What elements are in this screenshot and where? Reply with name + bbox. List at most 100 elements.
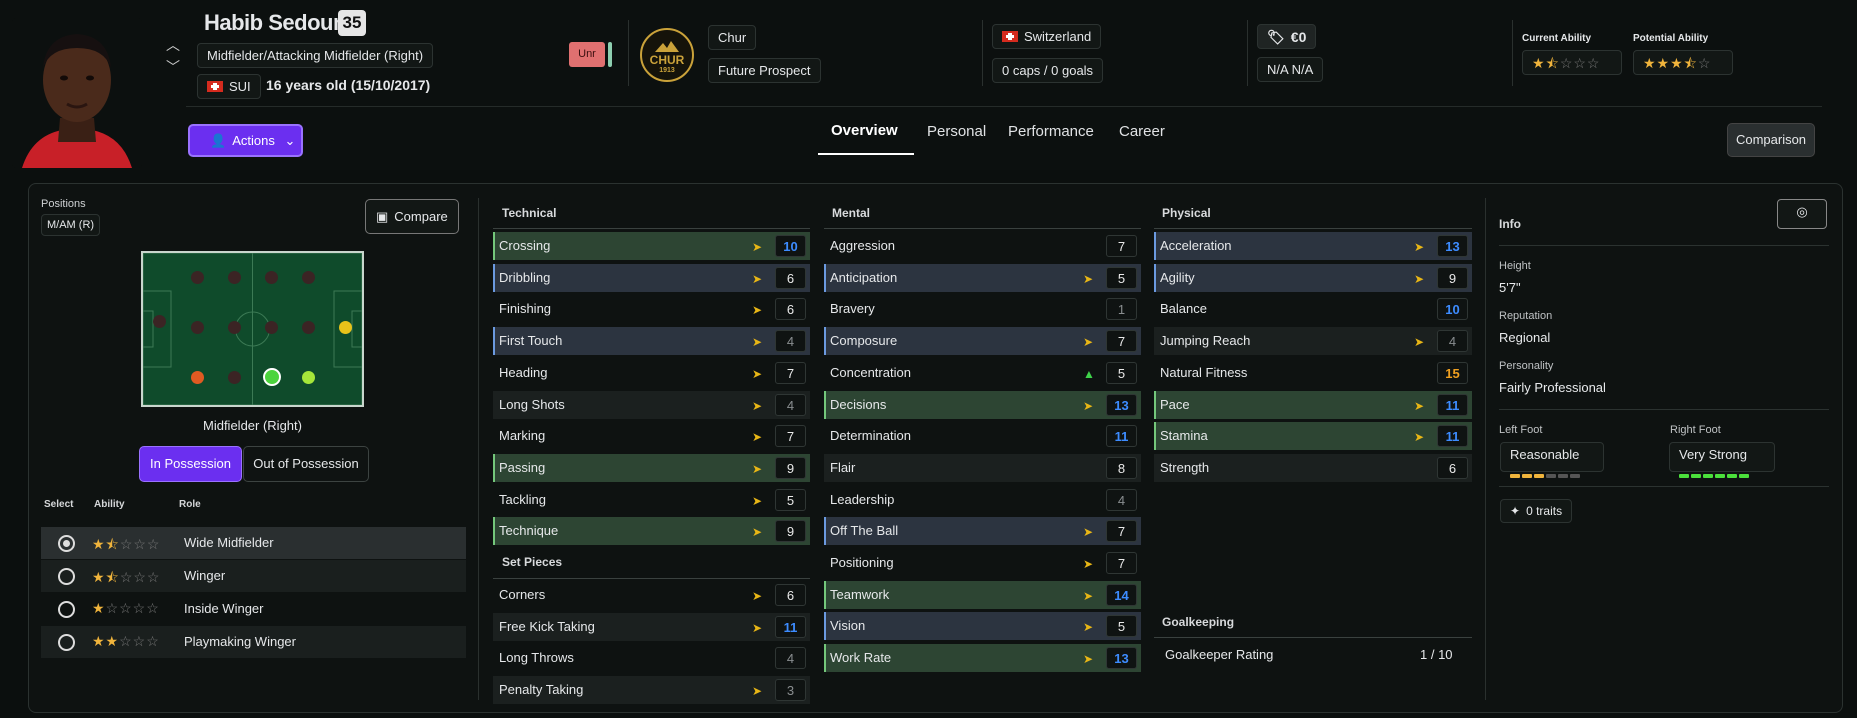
position-dot-accomplished[interactable] bbox=[339, 321, 352, 334]
attribute-row[interactable]: Corners ➤ 6 bbox=[493, 581, 810, 609]
personality-label: Personality bbox=[1499, 360, 1554, 372]
attribute-row[interactable]: Pace ➤ 11 bbox=[1154, 390, 1472, 419]
tab-performance[interactable]: Performance bbox=[1008, 123, 1094, 140]
attribute-row[interactable]: Free Kick Taking ➤ 11 bbox=[493, 612, 810, 641]
attribute-row[interactable]: Off The Ball ➤ 7 bbox=[824, 517, 1141, 546]
goalkeeper-rating-label: Goalkeeper Rating bbox=[1165, 647, 1274, 662]
player-profile-button[interactable]: ◎ bbox=[1777, 199, 1827, 229]
active-tab-indicator bbox=[818, 153, 914, 155]
role-row[interactable]: ★★☆☆☆ Playmaking Winger bbox=[41, 626, 466, 658]
trend-arrow-icon: ➤ bbox=[1083, 557, 1094, 571]
attribute-row[interactable]: Natural Fitness 15 bbox=[1154, 359, 1472, 387]
traits-button[interactable]: ✦ 0 traits bbox=[1500, 499, 1573, 523]
attribute-name: Long Throws bbox=[499, 650, 574, 666]
status-badge[interactable]: Unr bbox=[569, 42, 605, 67]
trend-arrow-icon: ➤ bbox=[1414, 271, 1425, 286]
position-dot[interactable] bbox=[302, 271, 315, 284]
attribute-row[interactable]: Long Throws 4 bbox=[493, 644, 810, 672]
attribute-row[interactable]: Bravery 1 bbox=[824, 295, 1141, 323]
attribute-row[interactable]: Dribbling ➤ 6 bbox=[493, 263, 810, 292]
height-value: 5'7" bbox=[1499, 280, 1521, 295]
attribute-row[interactable]: Anticipation ➤ 5 bbox=[824, 263, 1141, 292]
role-stars: ★⯪☆☆☆ bbox=[92, 536, 161, 552]
position-dot[interactable] bbox=[228, 271, 241, 284]
comparison-button[interactable]: Comparison bbox=[1727, 123, 1815, 157]
attribute-row[interactable]: Stamina ➤ 11 bbox=[1154, 422, 1472, 451]
attribute-row[interactable]: Long Shots ➤ 4 bbox=[493, 390, 810, 419]
attribute-row[interactable]: Teamwork ➤ 14 bbox=[824, 580, 1141, 609]
position-dot[interactable] bbox=[191, 271, 204, 284]
nationality-pill: SUI bbox=[197, 74, 261, 99]
role-row[interactable]: ★⯪☆☆☆ Wide Midfielder bbox=[41, 527, 466, 559]
position-dot[interactable] bbox=[228, 371, 241, 384]
attribute-row[interactable]: Strength 6 bbox=[1154, 453, 1472, 482]
attribute-name: Finishing bbox=[499, 301, 552, 317]
attribute-row[interactable]: Determination 11 bbox=[824, 422, 1141, 450]
nation-pill[interactable]: Switzerland bbox=[992, 24, 1102, 49]
position-dot-competent[interactable] bbox=[302, 371, 315, 384]
attribute-row[interactable]: Decisions ➤ 13 bbox=[824, 390, 1141, 419]
in-possession-button[interactable]: In Possession bbox=[139, 446, 242, 482]
attribute-row[interactable]: Passing ➤ 9 bbox=[493, 453, 810, 482]
chevron-up-icon[interactable]: ︿ bbox=[166, 37, 180, 53]
attribute-name: Stamina bbox=[1160, 428, 1208, 444]
position-dot[interactable] bbox=[302, 321, 315, 334]
actions-button[interactable]: 👤 Actions ⌄ bbox=[188, 124, 303, 157]
attribute-value: 4 bbox=[775, 647, 806, 670]
attribute-name: Vision bbox=[830, 618, 866, 634]
attribute-row[interactable]: Aggression 7 bbox=[824, 232, 1141, 260]
position-dot[interactable] bbox=[228, 321, 241, 334]
foot-level-segment bbox=[1534, 474, 1544, 478]
chevron-down-icon[interactable]: ﹀ bbox=[166, 59, 180, 75]
attribute-row[interactable]: Work Rate ➤ 13 bbox=[824, 644, 1141, 673]
divider bbox=[478, 198, 479, 700]
role-radio[interactable] bbox=[58, 634, 75, 651]
attribute-row[interactable]: Heading ➤ 7 bbox=[493, 359, 810, 387]
out-of-possession-button[interactable]: Out of Possession bbox=[243, 446, 369, 482]
role-radio[interactable] bbox=[58, 568, 75, 585]
price-tag-icon: 🏷 bbox=[1267, 29, 1285, 45]
position-pitch[interactable] bbox=[141, 251, 364, 407]
attribute-name: Off The Ball bbox=[830, 523, 899, 539]
trend-arrow-icon: ➤ bbox=[752, 589, 763, 603]
attribute-row[interactable]: Positioning ➤ 7 bbox=[824, 549, 1141, 577]
tab-personal[interactable]: Personal bbox=[927, 123, 987, 140]
attribute-row[interactable]: Crossing ➤ 10 bbox=[493, 232, 810, 260]
position-dot-selected[interactable] bbox=[263, 368, 281, 386]
attribute-row[interactable]: Penalty Taking ➤ 3 bbox=[493, 676, 810, 705]
attribute-row[interactable]: Acceleration ➤ 13 bbox=[1154, 232, 1472, 260]
position-dot[interactable] bbox=[191, 321, 204, 334]
attribute-row[interactable]: Composure ➤ 7 bbox=[824, 327, 1141, 356]
tab-overview[interactable]: Overview bbox=[831, 122, 898, 139]
attribute-row[interactable]: Tackling ➤ 5 bbox=[493, 486, 810, 514]
role-stars: ★☆☆☆☆ bbox=[92, 600, 160, 616]
attribute-row[interactable]: Jumping Reach ➤ 4 bbox=[1154, 327, 1472, 356]
role-radio[interactable] bbox=[58, 535, 75, 552]
attribute-row[interactable]: Finishing ➤ 6 bbox=[493, 295, 810, 323]
attribute-row[interactable]: Technique ➤ 9 bbox=[493, 517, 810, 546]
role-row[interactable]: ★☆☆☆☆ Inside Winger bbox=[41, 593, 466, 625]
attribute-row[interactable]: Marking ➤ 7 bbox=[493, 422, 810, 450]
attribute-row[interactable]: First Touch ➤ 4 bbox=[493, 327, 810, 356]
position-dot[interactable] bbox=[265, 321, 278, 334]
trend-arrow-icon: ➤ bbox=[1083, 620, 1094, 635]
attribute-row[interactable]: Concentration ▲ 5 bbox=[824, 359, 1141, 387]
attribute-row[interactable]: Balance 10 bbox=[1154, 295, 1472, 323]
role-header-role: Role bbox=[179, 499, 201, 510]
position-dot-unconvincing[interactable] bbox=[191, 371, 204, 384]
attribute-row[interactable]: Vision ➤ 5 bbox=[824, 612, 1141, 641]
position-dot[interactable] bbox=[265, 271, 278, 284]
compare-button[interactable]: ▣ Compare bbox=[365, 199, 459, 234]
attribute-row[interactable]: Leadership 4 bbox=[824, 486, 1141, 514]
role-radio[interactable] bbox=[58, 601, 75, 618]
position-dot[interactable] bbox=[153, 315, 166, 328]
tab-career[interactable]: Career bbox=[1119, 123, 1165, 140]
role-row[interactable]: ★⯪☆☆☆ Winger bbox=[41, 560, 466, 592]
club-badge[interactable]: CHUR 1913 bbox=[640, 28, 694, 82]
attribute-row[interactable]: Agility ➤ 9 bbox=[1154, 263, 1472, 292]
club-name[interactable]: Chur bbox=[708, 25, 757, 50]
current-ability-stars: ★⯪☆☆☆ bbox=[1522, 50, 1622, 75]
right-foot-value: Very Strong bbox=[1679, 447, 1747, 462]
attribute-name: Penalty Taking bbox=[499, 682, 584, 698]
attribute-row[interactable]: Flair 8 bbox=[824, 453, 1141, 482]
